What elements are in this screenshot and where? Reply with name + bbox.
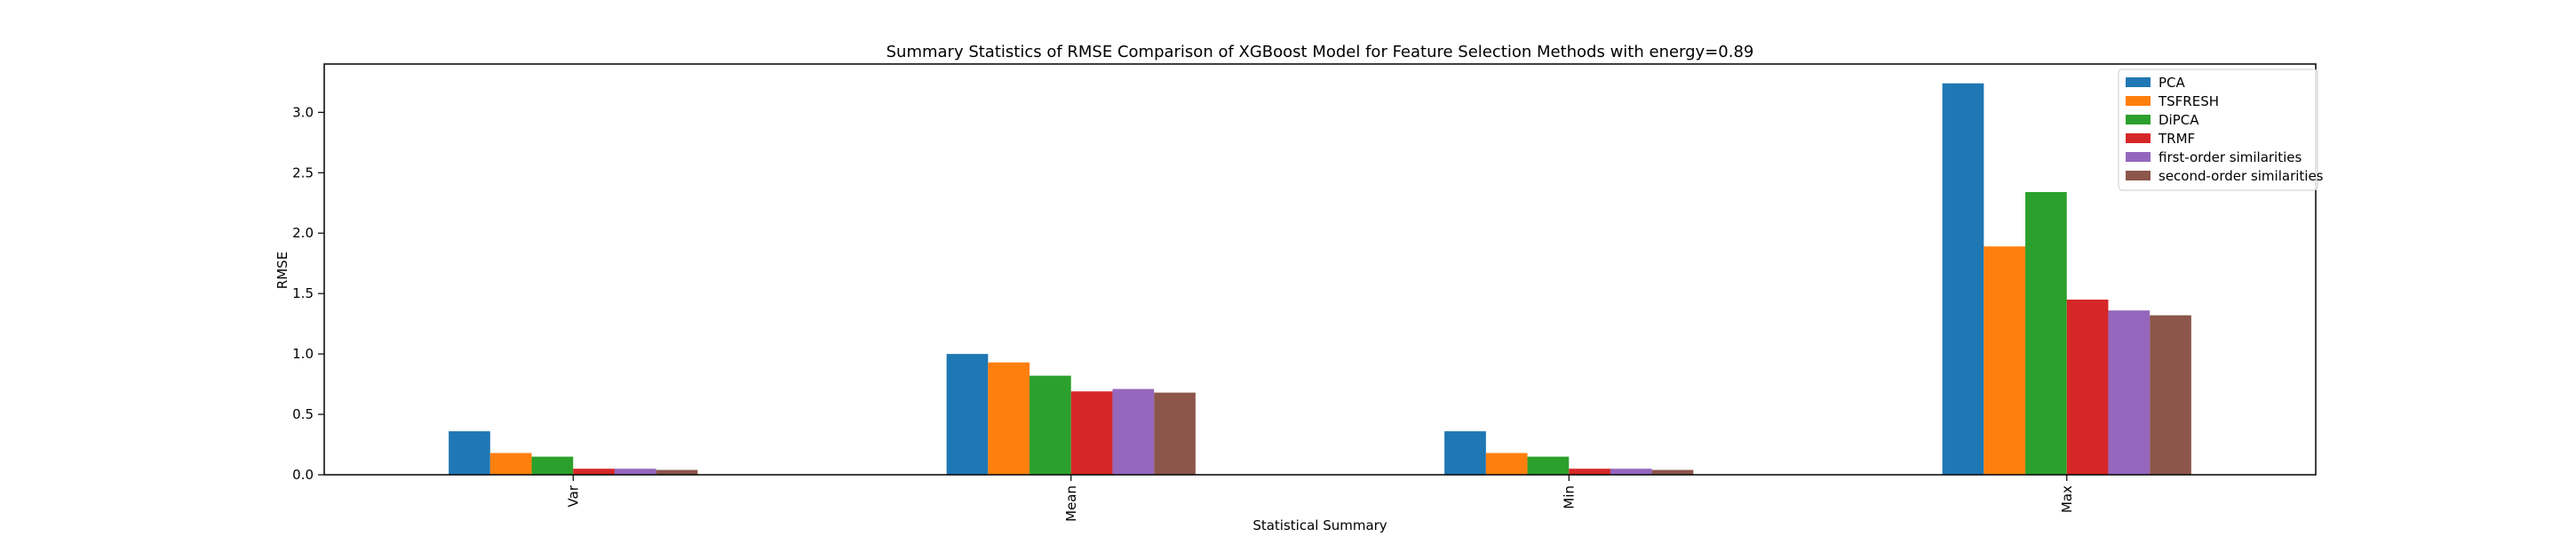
bar-dipca-mean — [1030, 375, 1071, 475]
bar-trmf-var — [573, 469, 615, 475]
y-tick-label: 2.5 — [292, 164, 314, 180]
y-axis-label: RMSE — [274, 252, 290, 289]
legend-swatch — [2126, 171, 2151, 180]
bar-pca-min — [1444, 431, 1486, 475]
x-tick-label: Mean — [1063, 485, 1079, 522]
plot-area — [449, 83, 2191, 476]
bar-dipca-min — [1527, 456, 1570, 475]
legend-box — [2118, 68, 2318, 191]
legend-label: PCA — [2159, 75, 2186, 91]
bar-second-order-similarities-var — [656, 469, 698, 475]
y-tick-label: 2.0 — [292, 225, 314, 241]
bar-tsfresh-max — [1984, 246, 2026, 475]
y-tick-label: 1.5 — [292, 285, 314, 301]
bar-first-order-similarities-max — [2108, 310, 2151, 475]
y-tick-label: 0.0 — [292, 467, 314, 483]
bar-pca-var — [449, 431, 490, 475]
x-tick-label: Max — [2059, 485, 2075, 513]
axes: 0.0 0.5 1.0 1.5 2.0 2.5 3.0 Var Mean Min Max — [292, 63, 2317, 522]
bar-trmf-max — [2066, 299, 2109, 475]
legend-swatch — [2126, 115, 2151, 124]
legend-label: first-order similarities — [2159, 149, 2302, 165]
axes-frame — [323, 63, 2317, 476]
bar-first-order-similarities-min — [1610, 469, 1652, 475]
bar-pca-max — [1942, 83, 1984, 476]
x-tick-label: Min — [1561, 485, 1577, 509]
bar-second-order-similarities-max — [2150, 315, 2191, 475]
bar-tsfresh-min — [1485, 453, 1528, 475]
bar-dipca-var — [531, 456, 574, 475]
bar-tsfresh-var — [489, 453, 532, 475]
bar-trmf-mean — [1070, 391, 1113, 475]
legend: PCA TSFRESH DiPCA TRMF first-order similarit… — [2118, 68, 2324, 191]
bar-first-order-similarities-mean — [1112, 389, 1155, 475]
bar-trmf-min — [1569, 469, 1610, 475]
x-tick-label: Var — [565, 485, 581, 507]
bar-dipca-max — [2025, 192, 2067, 476]
legend-swatch — [2126, 152, 2151, 162]
bar-tsfresh-mean — [988, 362, 1030, 475]
legend-label: DiPCA — [2159, 112, 2199, 128]
y-tick-label: 0.5 — [292, 406, 314, 422]
legend-label: TRMF — [2158, 131, 2195, 147]
x-axis-label: Statistical Summary — [1252, 517, 1387, 533]
legend-swatch — [2126, 133, 2151, 143]
y-tick-label: 3.0 — [292, 104, 314, 120]
bar-second-order-similarities-mean — [1154, 392, 1196, 475]
bar-pca-mean — [946, 354, 989, 475]
y-tick-label: 1.0 — [292, 346, 314, 362]
chart-title: Summary Statistics of RMSE Comparison of… — [886, 43, 1754, 61]
bar-first-order-similarities-var — [614, 469, 656, 475]
legend-label: TSFRESH — [2158, 93, 2219, 109]
legend-swatch — [2126, 77, 2151, 87]
legend-label: second-order similarities — [2159, 168, 2324, 184]
bar-second-order-similarities-min — [1651, 469, 1694, 475]
legend-swatch — [2126, 96, 2151, 106]
